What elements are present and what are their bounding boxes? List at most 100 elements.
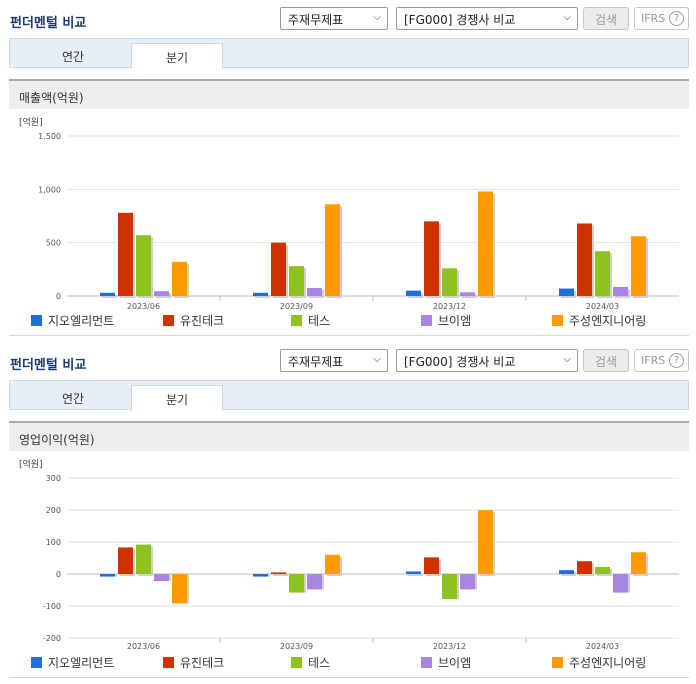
legend-swatch <box>163 657 174 668</box>
y-tick-label: -100 <box>43 602 61 611</box>
bar-shadow <box>408 573 423 576</box>
bar <box>613 574 628 593</box>
help-icon: ? <box>669 353 684 368</box>
legend-item: 유진테크 <box>163 654 224 671</box>
bar <box>406 290 421 296</box>
x-tick-label: 2023/12 <box>433 642 466 651</box>
help-icon: ? <box>669 11 684 26</box>
bar <box>154 574 169 582</box>
bar <box>307 574 322 590</box>
panel-title: 펀더멘털 비교 <box>10 16 87 31</box>
bar-chart: [억원] 0 500 1,000 1,500 2023/06 2023/09 2023/12 2… <box>9 109 689 336</box>
bar <box>442 268 457 296</box>
bar <box>100 292 115 296</box>
y-tick-label: -200 <box>43 634 61 643</box>
bar <box>613 286 628 296</box>
bar <box>325 554 340 574</box>
bar <box>136 544 151 574</box>
legend-label: 브이엠 <box>438 656 472 670</box>
chevron-down-icon: ⌵ <box>563 354 571 365</box>
y-tick-label: 1,000 <box>38 185 61 194</box>
y-tick-label: 0 <box>56 570 61 579</box>
bar <box>631 552 646 574</box>
tab-annual[interactable]: 연간 <box>61 392 85 406</box>
legend-swatch <box>421 657 432 668</box>
y-tick-label: 100 <box>46 538 61 547</box>
y-tick-label: 0 <box>56 292 61 301</box>
fundamental-panel-operating-profit: 펀더멘털 비교 주재무제표 ⌵ [FG000] 경쟁사 비교 ⌵ 검색 IFRS… <box>0 342 696 684</box>
bar <box>100 574 115 577</box>
comparison-group-select[interactable]: [FG000] 경쟁사 비교 ⌵ <box>396 349 578 372</box>
bar <box>559 570 574 574</box>
ifrs-button[interactable]: IFRS ? <box>634 349 689 372</box>
legend-label: 유진테크 <box>180 656 225 670</box>
statement-type-select[interactable]: 주재무제표 ⌵ <box>280 7 388 30</box>
legend-label: 테스 <box>308 314 331 328</box>
panel-header: 펀더멘털 비교 주재무제표 ⌵ [FG000] 경쟁사 비교 ⌵ 검색 IFRS… <box>0 342 696 378</box>
tab-quarterly[interactable]: 분기 <box>131 43 223 69</box>
legend-label: 테스 <box>308 656 331 670</box>
legend-item: 브이엠 <box>421 654 471 671</box>
legend-swatch <box>421 315 432 326</box>
bar <box>271 242 286 296</box>
search-button[interactable]: 검색 <box>583 7 629 30</box>
bar <box>559 288 574 296</box>
bar <box>253 292 268 296</box>
chevron-down-icon: ⌵ <box>373 354 381 365</box>
panel-title: 펀더멘털 비교 <box>10 358 87 373</box>
legend-item: 지오엘리먼트 <box>31 654 114 671</box>
bar <box>406 571 421 574</box>
bar <box>631 236 646 296</box>
period-tabs: 연간 분기 <box>9 380 689 411</box>
bar-shadow <box>255 294 270 298</box>
y-axis-unit: [억원] <box>19 116 43 128</box>
bar <box>289 574 304 593</box>
statement-type-value: 주재무제표 <box>288 13 344 27</box>
comparison-group-select[interactable]: [FG000] 경쟁사 비교 ⌵ <box>396 7 578 30</box>
legend-label: 지오엘리먼트 <box>48 314 115 328</box>
section-title: 영업이익(억원) <box>9 421 689 451</box>
bar <box>325 204 340 296</box>
legend-swatch <box>31 315 42 326</box>
legend-item: 주성엔지니어링 <box>552 654 646 671</box>
x-tick-label: 2024/03 <box>586 302 619 311</box>
bar <box>595 251 610 296</box>
bar <box>253 574 268 577</box>
statement-type-select[interactable]: 주재무제표 ⌵ <box>280 349 388 372</box>
legend-swatch <box>163 315 174 326</box>
panel-header: 펀더멘털 비교 주재무제표 ⌵ [FG000] 경쟁사 비교 ⌵ 검색 IFRS… <box>0 0 696 36</box>
bar <box>442 574 457 599</box>
chart-legend: 지오엘리먼트 유진테크 테스 브이엠 주성엔지니어링 <box>9 651 689 673</box>
bar <box>424 221 439 296</box>
chart-svg: [억원] 0 500 1,000 1,500 2023/06 2023/09 2023/12 2… <box>19 116 679 311</box>
chevron-down-icon: ⌵ <box>373 12 381 23</box>
bar-shadow <box>561 572 576 576</box>
legend-item: 테스 <box>291 312 330 329</box>
bar <box>595 566 610 574</box>
bar-shadow <box>462 294 477 298</box>
tab-annual[interactable]: 연간 <box>61 50 85 64</box>
x-tick-label: 2023/06 <box>127 642 160 651</box>
bar-shadow <box>102 294 117 298</box>
bar <box>172 574 187 604</box>
x-tick-label: 2023/06 <box>127 302 160 311</box>
legend-swatch <box>31 657 42 668</box>
bar <box>460 574 475 590</box>
legend-swatch <box>552 657 563 668</box>
search-button[interactable]: 검색 <box>583 349 629 372</box>
legend-item: 브이엠 <box>421 312 471 329</box>
y-axis-unit: [억원] <box>19 458 43 470</box>
tab-quarterly[interactable]: 분기 <box>131 385 223 411</box>
legend-label: 주성엔지니어링 <box>569 656 647 670</box>
bar <box>478 191 493 296</box>
legend-item: 테스 <box>291 654 330 671</box>
ifrs-button[interactable]: IFRS ? <box>634 7 689 30</box>
legend-swatch <box>552 315 563 326</box>
statement-type-value: 주재무제표 <box>288 355 344 369</box>
fundamental-panel-revenue: 펀더멘털 비교 주재무제표 ⌵ [FG000] 경쟁사 비교 ⌵ 검색 IFRS… <box>0 0 696 340</box>
bar <box>289 266 304 296</box>
x-tick-label: 2023/12 <box>433 302 466 311</box>
bar <box>118 547 133 574</box>
legend-label: 브이엠 <box>438 314 472 328</box>
x-tick-label: 2023/09 <box>280 302 313 311</box>
